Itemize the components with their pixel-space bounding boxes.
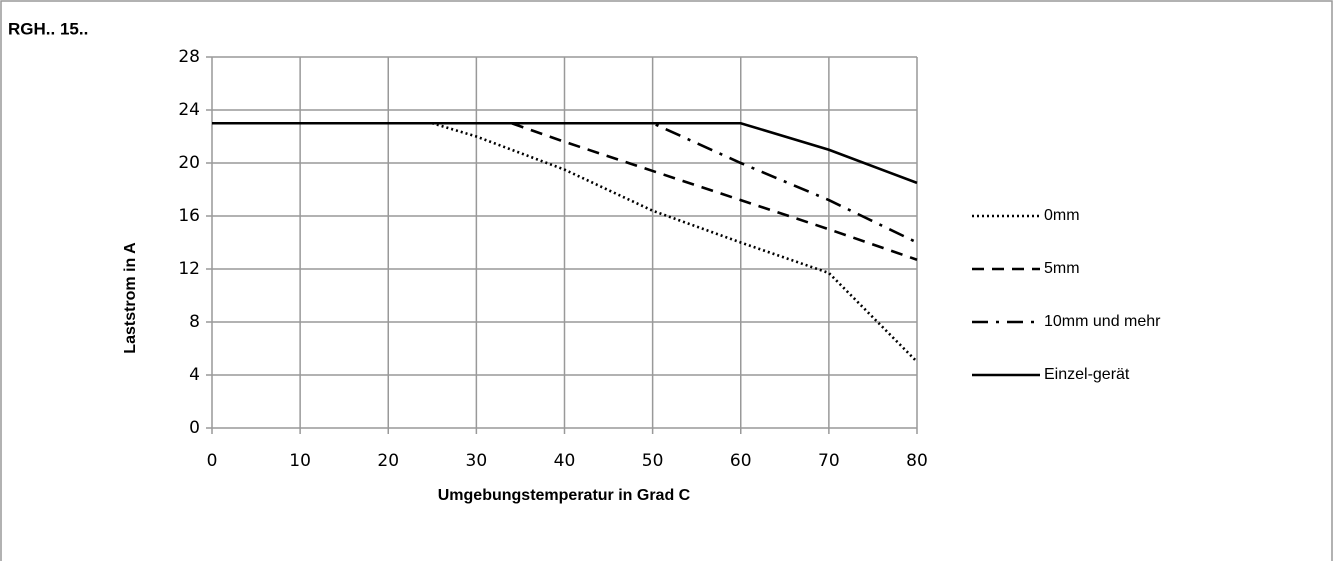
legend-label: Einzel-gerät (1044, 366, 1130, 383)
x-tick-label: 50 (642, 451, 664, 471)
series-line (212, 121, 918, 185)
y-tick-label: 16 (178, 206, 200, 226)
x-axis-label: Umgebungstemperatur in Grad C (438, 487, 691, 504)
x-tick-label: 40 (554, 451, 576, 471)
y-tick-label: 8 (189, 312, 200, 332)
chart-title: RGH.. 15.. (8, 19, 88, 38)
x-tick-label: 60 (730, 451, 752, 471)
y-tick-label: 4 (189, 365, 200, 385)
y-tick-label: 28 (178, 47, 200, 67)
legend-label: 10mm und mehr (1044, 313, 1161, 330)
series-line (212, 121, 918, 261)
y-tick-label: 12 (178, 259, 200, 279)
x-tick-label: 30 (466, 451, 488, 471)
x-tick-label: 0 (207, 451, 218, 471)
x-tick-label: 80 (906, 451, 928, 471)
x-tick-label: 10 (289, 451, 311, 471)
y-tick-label: 0 (189, 418, 200, 438)
legend-label: 5mm (1044, 260, 1080, 277)
x-tick-label: 20 (377, 451, 399, 471)
y-tick-label: 24 (178, 100, 200, 120)
y-tick-label: 20 (178, 153, 200, 173)
x-tick-label: 70 (818, 451, 840, 471)
legend-label: 0mm (1044, 207, 1080, 224)
y-axis-label: Laststrom in A (122, 242, 139, 354)
